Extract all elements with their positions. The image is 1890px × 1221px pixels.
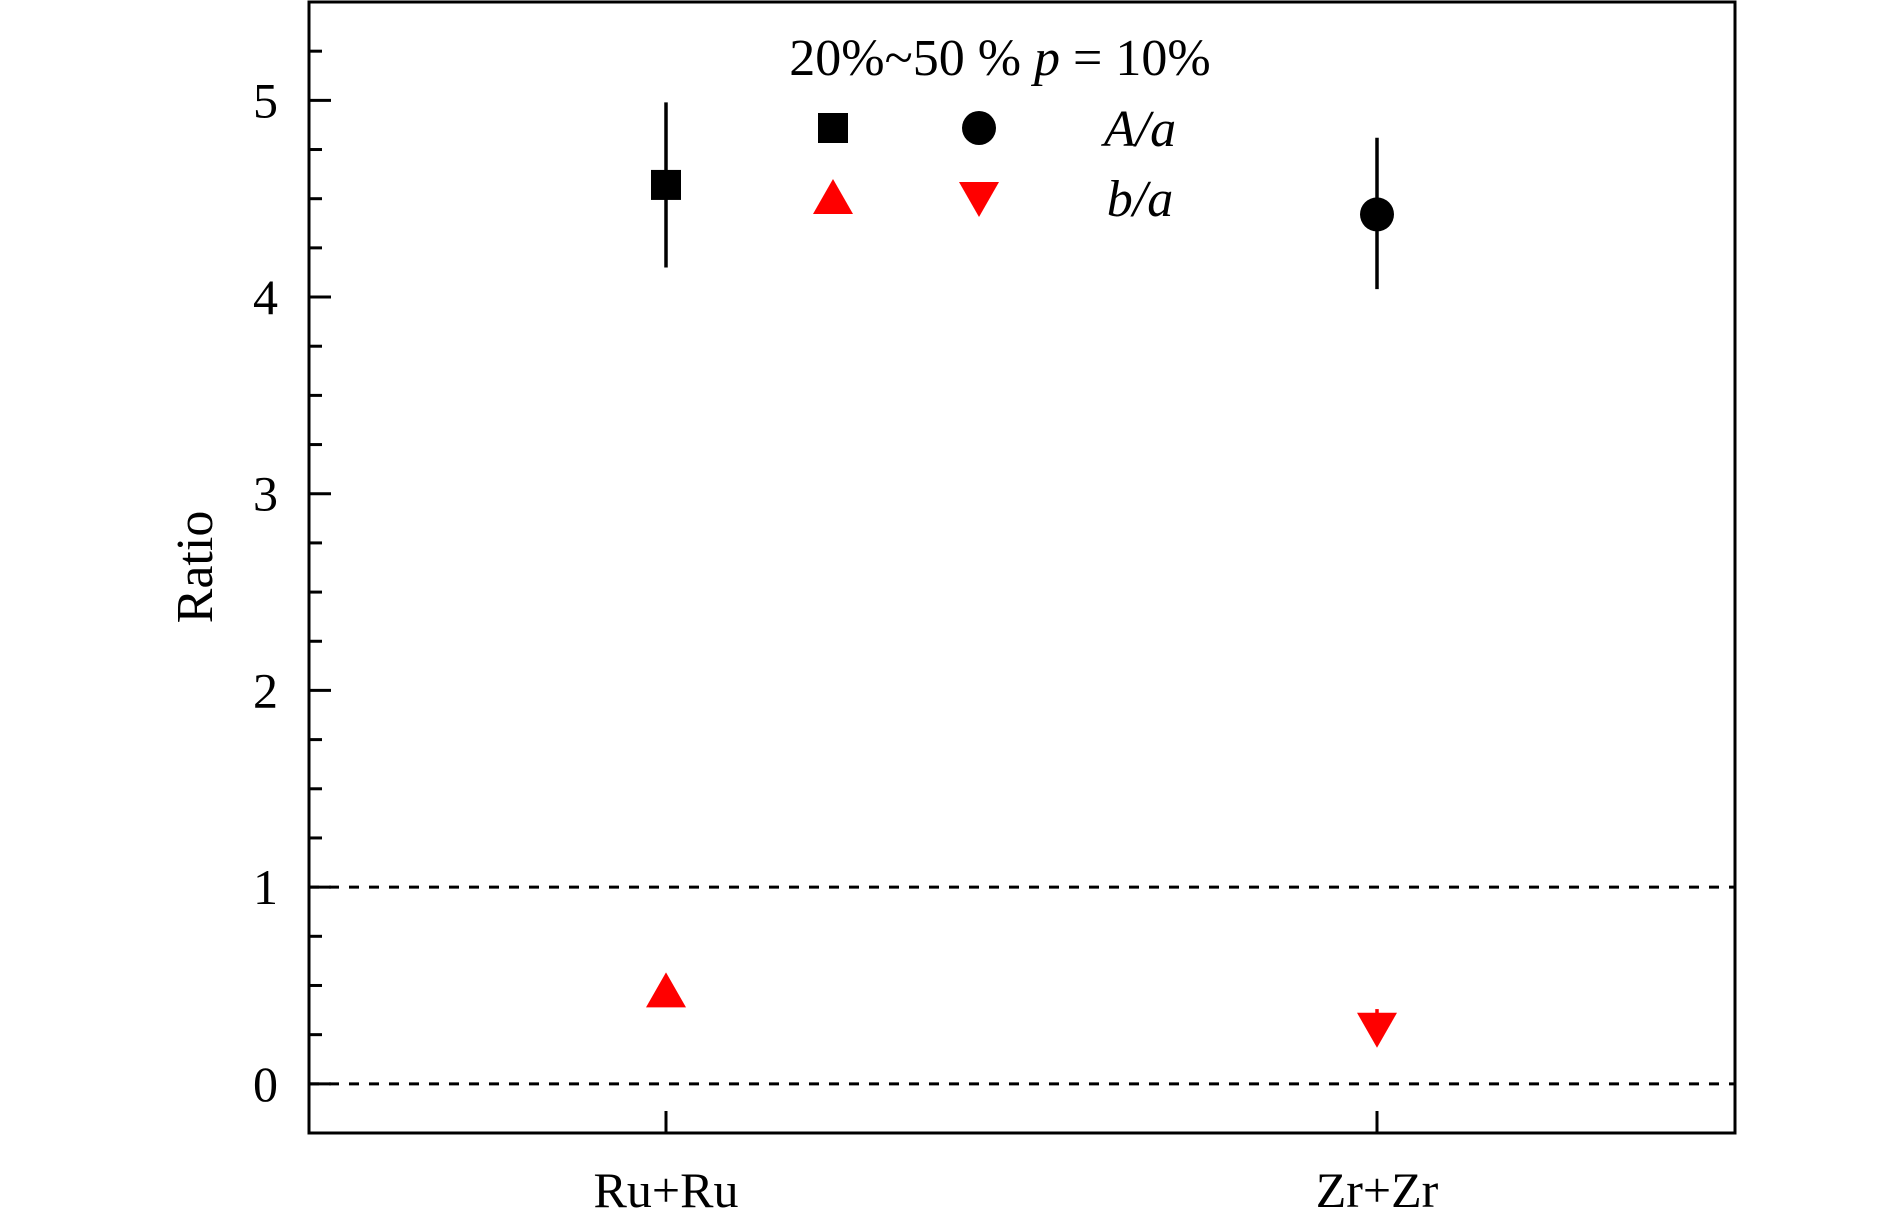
y-tick-label: 2 — [253, 662, 278, 718]
y-tick-label: 3 — [253, 466, 278, 522]
triangle-down-data-point — [1357, 1012, 1397, 1048]
x-tick-label: Zr+Zr — [1316, 1162, 1439, 1218]
legend-header-part: = 10% — [1060, 30, 1211, 87]
legend-square-marker — [818, 113, 848, 143]
y-axis: 0 1 2 3 4 5 — [253, 0, 331, 1112]
legend-header-part: 20%~50 % — [789, 30, 1034, 87]
y-tick-label: 5 — [253, 72, 278, 128]
legend: 20%~50 % p = 10% A/a b/a — [789, 30, 1210, 228]
x-axis: Ru+Ru Zr+Zr — [594, 1111, 1439, 1218]
y-axis-title: Ratio — [167, 511, 224, 624]
legend-circle-marker — [962, 111, 996, 145]
y-tick-label: 0 — [253, 1056, 278, 1112]
reference-lines — [309, 885, 1735, 1086]
data-points — [646, 102, 1397, 1048]
circle-data-point — [1360, 197, 1394, 232]
legend-triangle-up-marker — [813, 179, 853, 214]
y-tick-label: 4 — [253, 269, 278, 325]
legend-header: 20%~50 % p = 10% — [789, 30, 1210, 87]
triangle-up-data-point — [646, 972, 686, 1008]
y-tick-label: 1 — [253, 859, 278, 915]
legend-label: A/a — [1101, 101, 1176, 158]
square-data-point — [651, 169, 681, 200]
legend-header-part: p — [1030, 30, 1060, 87]
plot-frame — [307, 0, 1737, 1135]
x-tick-label: Ru+Ru — [594, 1162, 739, 1218]
legend-label: b/a — [1107, 171, 1173, 228]
legend-triangle-down-marker — [959, 182, 999, 217]
